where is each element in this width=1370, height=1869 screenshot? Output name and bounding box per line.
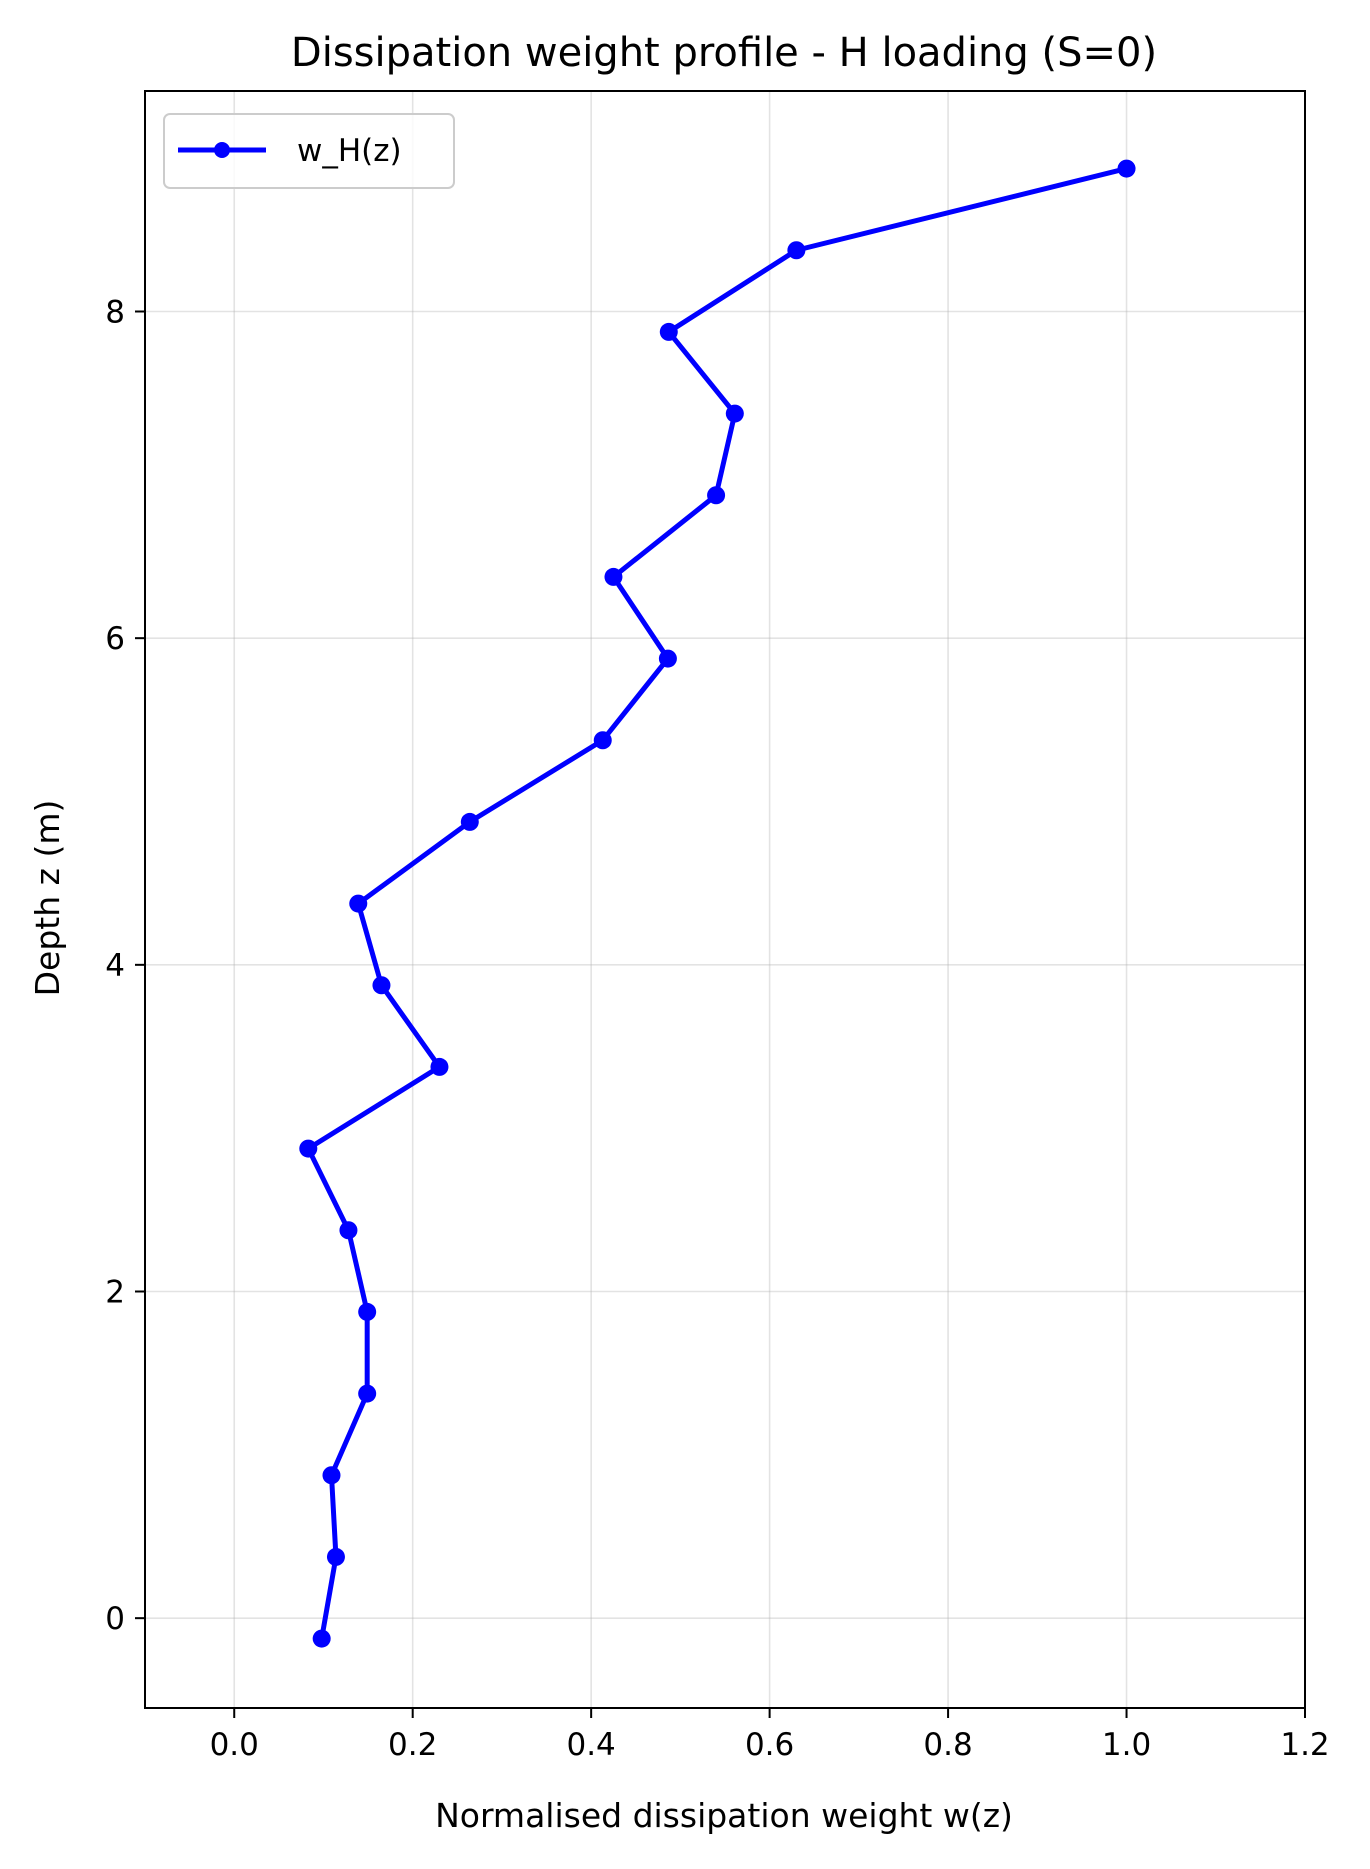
- data-point: [299, 1139, 318, 1158]
- y-axis-ticks: 0 2 4 6 8: [105, 295, 145, 1637]
- y-tick-label: 8: [105, 295, 125, 331]
- data-point: [358, 1302, 377, 1321]
- data-point: [658, 649, 677, 668]
- x-tick-label: 0.6: [745, 1727, 794, 1763]
- chart-title: Dissipation weight profile - H loading (…: [291, 30, 1157, 76]
- data-point: [1117, 159, 1136, 178]
- data-point: [322, 1466, 341, 1485]
- data-point: [312, 1629, 331, 1648]
- data-point: [659, 322, 678, 341]
- data-point: [430, 1057, 449, 1076]
- legend: w_H(z): [163, 113, 455, 189]
- y-tick-label: 2: [105, 1275, 125, 1311]
- y-axis-label: Depth z (m): [28, 800, 67, 997]
- data-point: [358, 1384, 377, 1403]
- data-point: [593, 731, 612, 750]
- data-point: [339, 1221, 358, 1240]
- legend-marker-sample: [214, 142, 230, 158]
- data-point: [349, 894, 368, 913]
- data-point: [787, 241, 806, 260]
- x-tick-label: 1.2: [1280, 1727, 1329, 1763]
- x-axis-ticks: 0.0 0.2 0.4 0.6 0.8 1.0 1.2: [210, 1708, 1330, 1763]
- data-point: [707, 486, 726, 505]
- data-point: [460, 812, 479, 831]
- x-tick-label: 0.8: [923, 1727, 972, 1763]
- x-tick-label: 1.0: [1102, 1727, 1151, 1763]
- data-point: [604, 567, 623, 586]
- data-point: [372, 976, 391, 995]
- legend-entry-label: w_H(z): [297, 133, 402, 169]
- data-point: [326, 1547, 345, 1566]
- x-tick-label: 0.2: [388, 1727, 437, 1763]
- x-axis-label: Normalised dissipation weight w(z): [435, 1796, 1013, 1835]
- y-tick-label: 4: [105, 948, 125, 984]
- y-tick-label: 6: [105, 621, 125, 657]
- y-tick-label: 0: [105, 1601, 125, 1637]
- legend-box: [163, 113, 455, 189]
- x-tick-label: 0.4: [566, 1727, 615, 1763]
- data-point: [725, 404, 744, 423]
- series-layer: [299, 159, 1136, 1648]
- x-tick-label: 0.0: [210, 1727, 259, 1763]
- plot-frame: [144, 90, 1306, 1709]
